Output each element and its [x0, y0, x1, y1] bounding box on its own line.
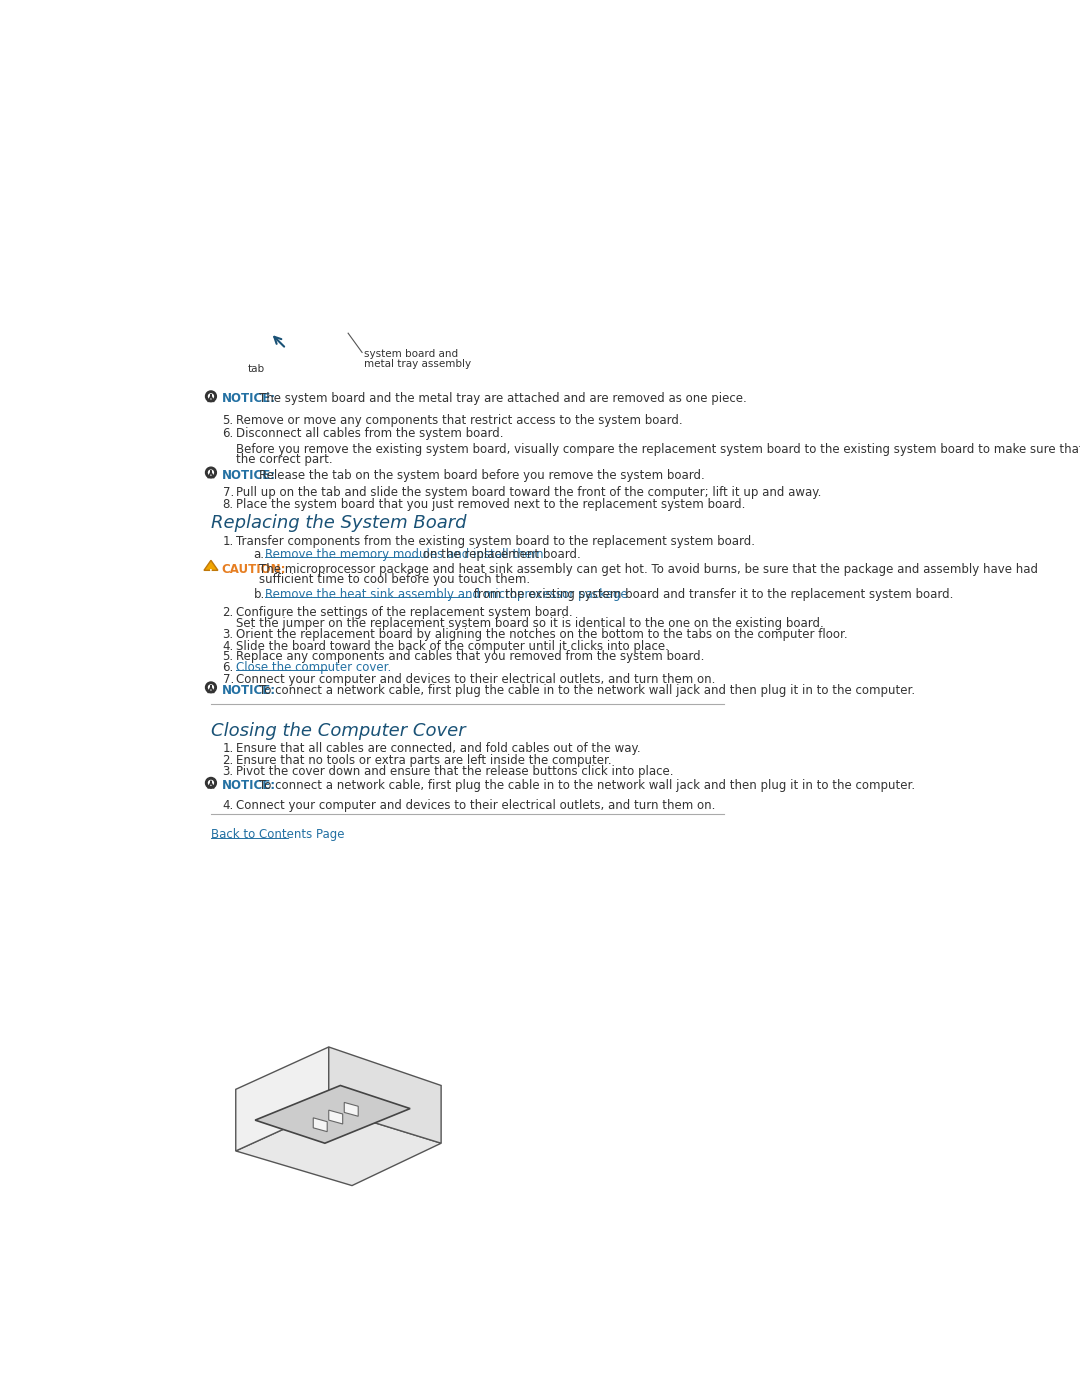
Polygon shape	[345, 1102, 359, 1116]
Text: Slide the board toward the back of the computer until it clicks into place.: Slide the board toward the back of the c…	[235, 640, 669, 652]
Text: The system board and the metal tray are attached and are removed as one piece.: The system board and the metal tray are …	[259, 391, 746, 405]
Text: Set the jumper on the replacement system board so it is identical to the one on : Set the jumper on the replacement system…	[235, 616, 824, 630]
Text: 2.: 2.	[222, 606, 234, 619]
Text: NOTICE:: NOTICE:	[221, 683, 275, 697]
Text: Remove or move any components that restrict access to the system board.: Remove or move any components that restr…	[235, 414, 683, 427]
Text: NOTICE:: NOTICE:	[221, 780, 275, 792]
Polygon shape	[255, 1085, 410, 1143]
Text: 1.: 1.	[222, 742, 234, 754]
Circle shape	[207, 780, 215, 787]
Text: a.: a.	[254, 548, 265, 562]
Text: 4.: 4.	[222, 640, 234, 652]
Text: Disconnect all cables from the system board.: Disconnect all cables from the system bo…	[235, 427, 503, 440]
Circle shape	[207, 469, 215, 476]
Circle shape	[205, 778, 216, 788]
Text: the correct part.: the correct part.	[235, 453, 333, 467]
Text: 6.: 6.	[222, 661, 234, 675]
Text: b.: b.	[254, 588, 265, 601]
Text: Connect your computer and devices to their electrical outlets, and turn them on.: Connect your computer and devices to the…	[235, 799, 715, 812]
Text: from the existing system board and transfer it to the replacement system board.: from the existing system board and trans…	[470, 588, 954, 601]
Text: NOTICE:: NOTICE:	[221, 391, 275, 405]
Text: 2.: 2.	[222, 753, 234, 767]
Text: Ensure that all cables are connected, and fold cables out of the way.: Ensure that all cables are connected, an…	[235, 742, 640, 754]
Text: CAUTION:: CAUTION:	[221, 563, 286, 576]
Polygon shape	[235, 1109, 441, 1186]
Circle shape	[207, 683, 215, 692]
Text: Back to Contents Page: Back to Contents Page	[211, 828, 345, 841]
Text: Orient the replacement board by aligning the notches on the bottom to the tabs o: Orient the replacement board by aligning…	[235, 629, 848, 641]
Circle shape	[205, 467, 216, 478]
Polygon shape	[313, 1118, 327, 1132]
Text: 8.: 8.	[222, 497, 233, 511]
Text: 3.: 3.	[222, 766, 233, 778]
Text: Before you remove the existing system board, visually compare the replacement sy: Before you remove the existing system bo…	[235, 443, 1080, 455]
Text: Release the tab on the system board before you remove the system board.: Release the tab on the system board befo…	[259, 469, 705, 482]
Text: Remove the memory modules and install them: Remove the memory modules and install th…	[266, 548, 543, 562]
Text: Replacing the System Board: Replacing the System Board	[211, 514, 467, 532]
Text: Remove the heat sink assembly and microprocessor package: Remove the heat sink assembly and microp…	[266, 588, 627, 601]
Text: 5.: 5.	[222, 414, 233, 427]
Text: 7.: 7.	[222, 486, 234, 499]
Circle shape	[205, 682, 216, 693]
Text: 7.: 7.	[222, 673, 234, 686]
Text: Close the computer cover.: Close the computer cover.	[235, 661, 391, 675]
Polygon shape	[328, 1046, 441, 1143]
FancyArrowPatch shape	[274, 337, 284, 346]
Text: Pivot the cover down and ensure that the release buttons click into place.: Pivot the cover down and ensure that the…	[235, 766, 673, 778]
Text: 5.: 5.	[222, 651, 233, 664]
Text: Place the system board that you just removed next to the replacement system boar: Place the system board that you just rem…	[235, 497, 745, 511]
Text: Replace any components and cables that you removed from the system board.: Replace any components and cables that y…	[235, 651, 704, 664]
Text: Transfer components from the existing system board to the replacement system boa: Transfer components from the existing sy…	[235, 535, 755, 548]
Text: metal tray assembly: metal tray assembly	[364, 359, 471, 369]
Text: system board and: system board and	[364, 349, 458, 359]
Text: To connect a network cable, first plug the cable in to the network wall jack and: To connect a network cable, first plug t…	[259, 683, 915, 697]
Text: !: !	[210, 569, 213, 578]
Circle shape	[205, 391, 216, 402]
Text: tab: tab	[247, 365, 265, 374]
Text: Ensure that no tools or extra parts are left inside the computer.: Ensure that no tools or extra parts are …	[235, 753, 611, 767]
Text: Connect your computer and devices to their electrical outlets, and turn them on.: Connect your computer and devices to the…	[235, 673, 715, 686]
Text: The microprocessor package and heat sink assembly can get hot. To avoid burns, b: The microprocessor package and heat sink…	[259, 563, 1038, 576]
Text: Pull up on the tab and slide the system board toward the front of the computer; : Pull up on the tab and slide the system …	[235, 486, 821, 499]
Text: sufficient time to cool before you touch them.: sufficient time to cool before you touch…	[259, 573, 530, 587]
Text: 4.: 4.	[222, 799, 234, 812]
Text: To connect a network cable, first plug the cable in to the network wall jack and: To connect a network cable, first plug t…	[259, 780, 915, 792]
Text: 1.: 1.	[222, 535, 234, 548]
Text: 6.: 6.	[222, 427, 234, 440]
Text: Configure the settings of the replacement system board.: Configure the settings of the replacemen…	[235, 606, 572, 619]
Text: 3.: 3.	[222, 629, 233, 641]
Polygon shape	[235, 1046, 328, 1151]
Text: NOTICE:: NOTICE:	[221, 469, 275, 482]
Polygon shape	[204, 560, 218, 570]
Polygon shape	[328, 1111, 342, 1125]
Text: Closing the Computer Cover: Closing the Computer Cover	[211, 722, 465, 740]
Text: on the replacement board.: on the replacement board.	[419, 548, 581, 562]
Circle shape	[207, 393, 215, 400]
